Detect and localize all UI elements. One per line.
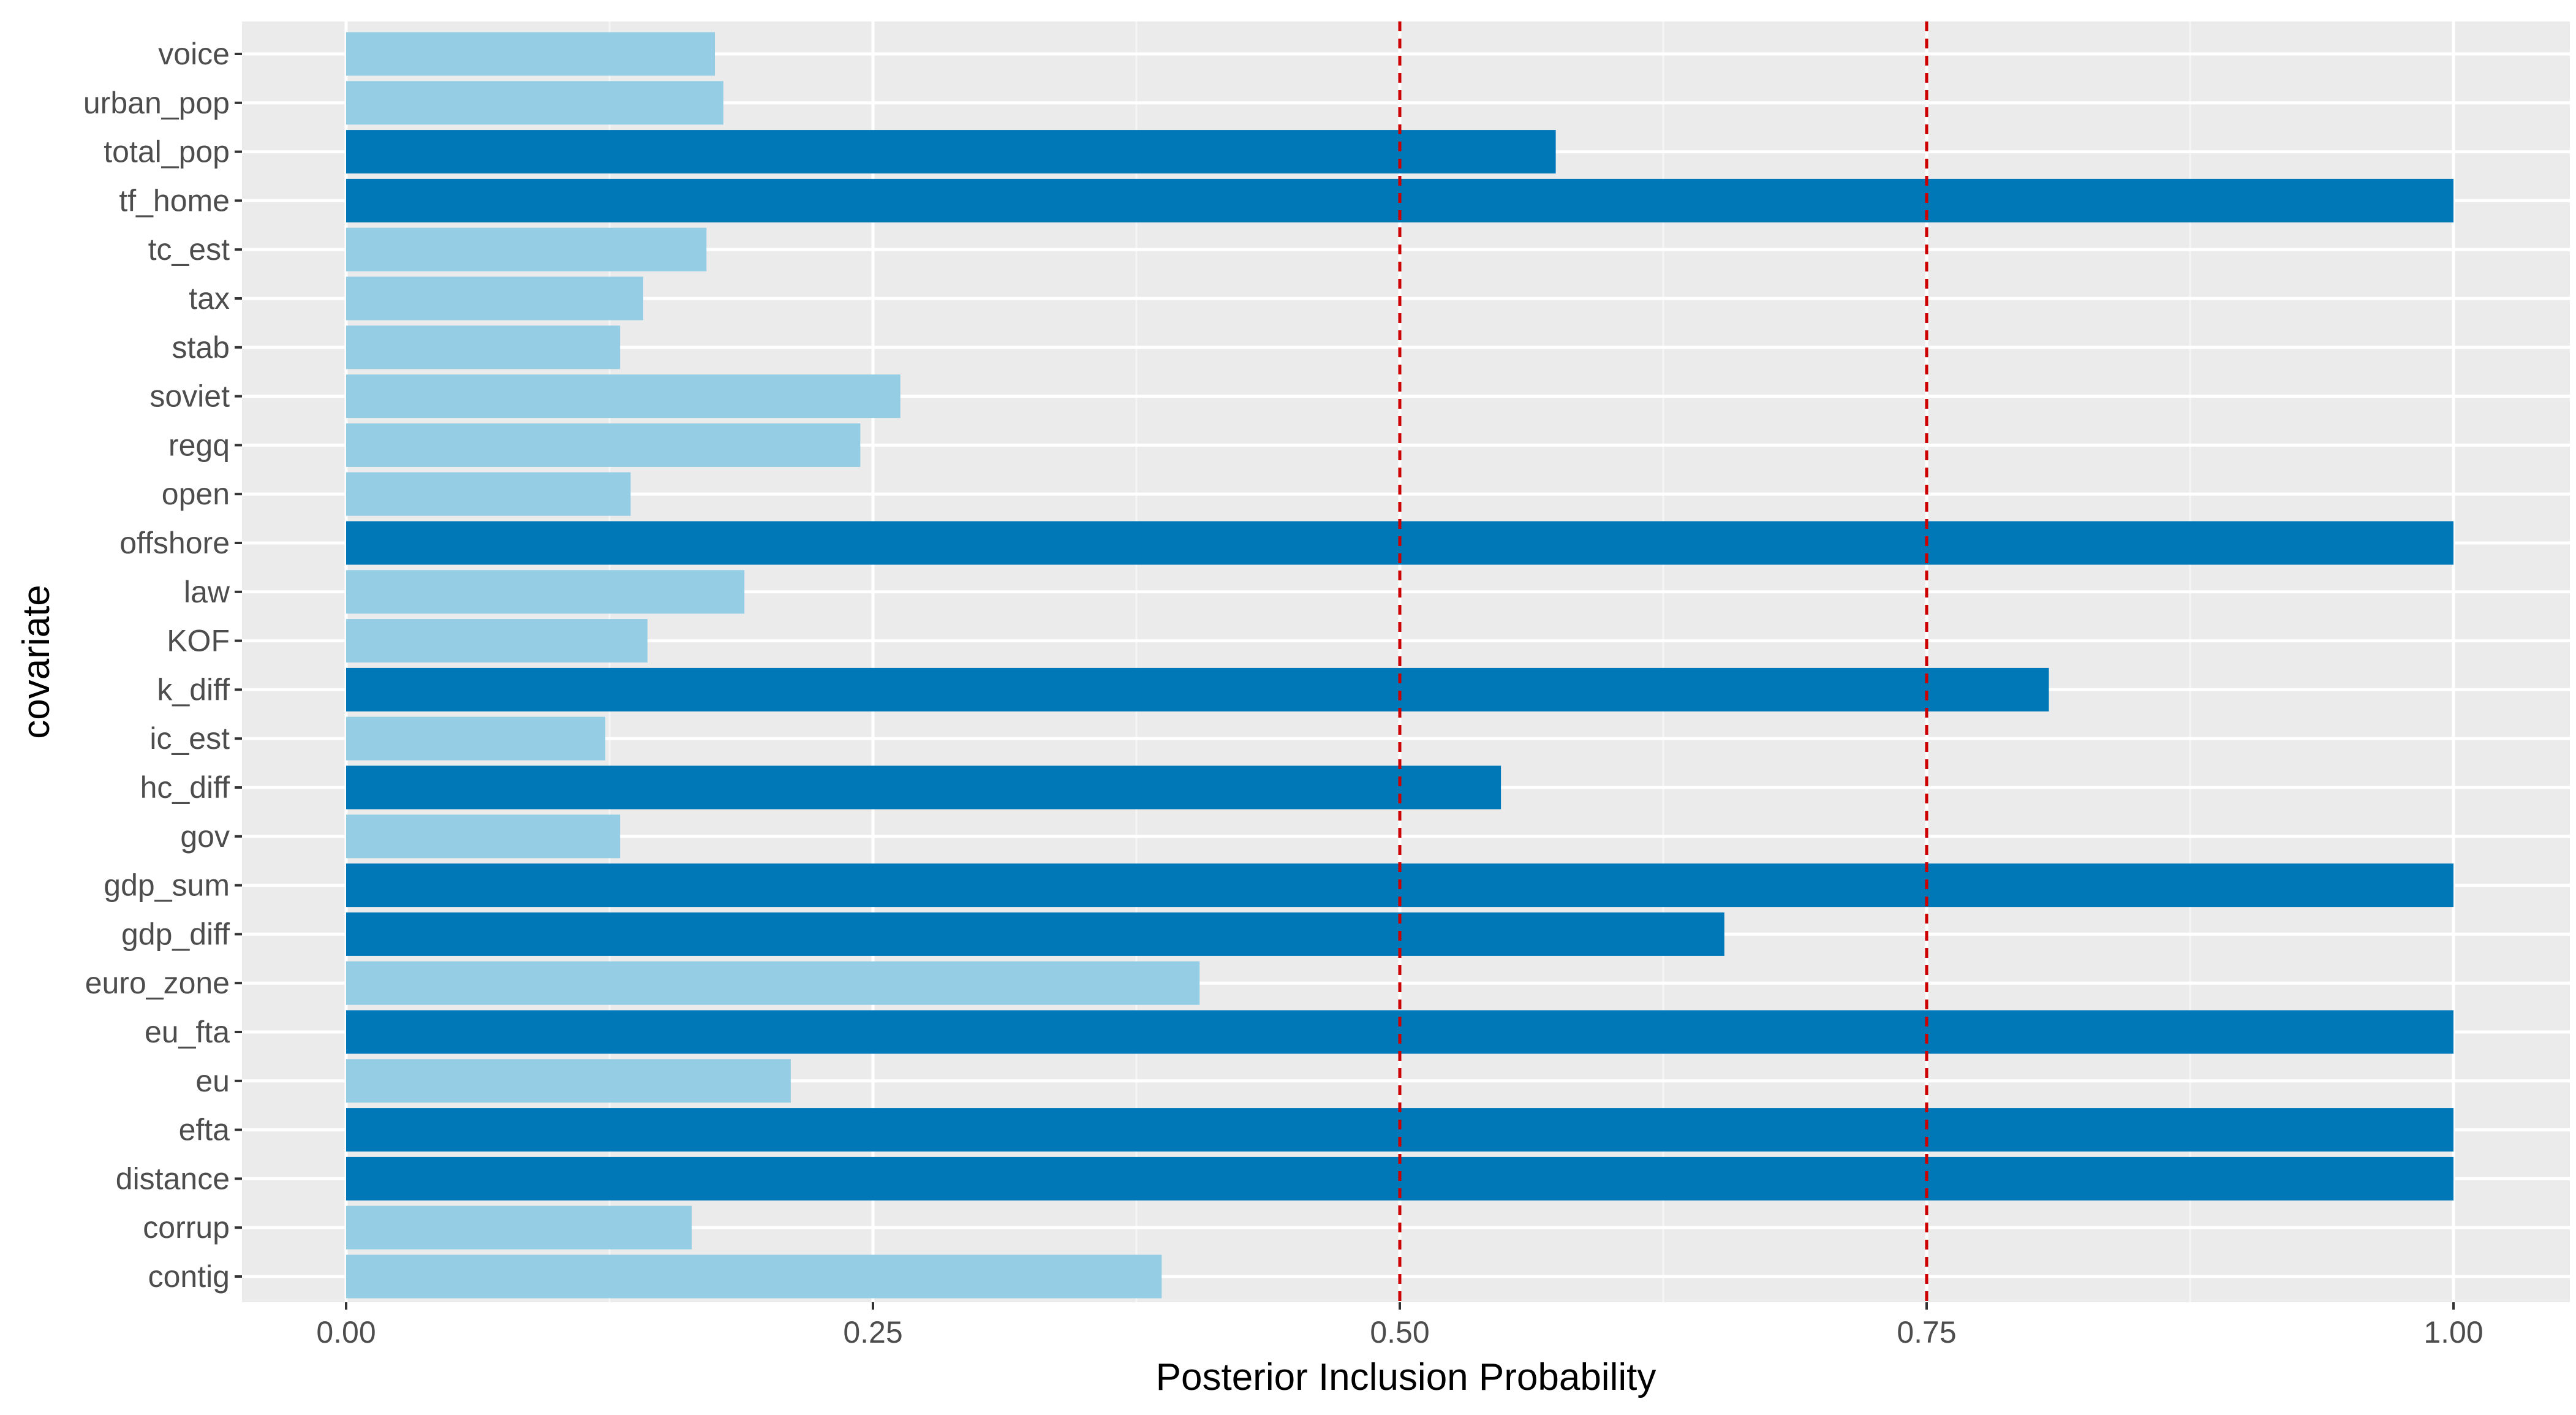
bar-law bbox=[346, 570, 745, 614]
y-tick-label: stab bbox=[172, 330, 230, 365]
y-tick-label: ic_est bbox=[149, 721, 230, 756]
y-tick-label: contig bbox=[148, 1259, 230, 1294]
y-tick-label: KOF bbox=[167, 624, 230, 658]
x-tick-label: 0.25 bbox=[843, 1315, 902, 1349]
bar-regq bbox=[346, 423, 861, 467]
bar-ic_est bbox=[346, 716, 606, 761]
bar-soviet bbox=[346, 374, 901, 419]
y-tick-label: tax bbox=[189, 281, 230, 316]
y-tick-label: soviet bbox=[149, 379, 230, 414]
bar-contig bbox=[346, 1254, 1162, 1299]
y-tick-label: urban_pop bbox=[83, 86, 230, 120]
y-tick-label: open bbox=[162, 477, 230, 511]
y-tick-label: tf_home bbox=[119, 183, 230, 218]
bar-eu bbox=[346, 1059, 791, 1103]
y-tick-label: eu bbox=[195, 1064, 230, 1098]
y-tick-label: regq bbox=[168, 428, 230, 462]
bar-corrup bbox=[346, 1205, 692, 1250]
bar-tax bbox=[346, 276, 644, 321]
bar-open bbox=[346, 472, 631, 516]
y-tick-label: euro_zone bbox=[85, 966, 230, 1000]
y-tick-label: eu_fta bbox=[145, 1015, 230, 1049]
y-tick-label: total_pop bbox=[104, 135, 230, 169]
bar-k_diff bbox=[346, 667, 2049, 711]
bar-stab bbox=[346, 325, 621, 370]
y-tick-label: hc_diff bbox=[140, 770, 230, 805]
x-tick-label: 0.50 bbox=[1370, 1315, 1429, 1349]
bar-hc_diff bbox=[346, 765, 1501, 810]
bar-tc_est bbox=[346, 227, 707, 271]
y-tick-label: offshore bbox=[119, 526, 230, 560]
y-tick-label: gov bbox=[180, 819, 230, 854]
bars bbox=[346, 32, 2453, 1299]
y-tick-label: voice bbox=[158, 37, 230, 71]
bar-total_pop bbox=[346, 130, 1556, 174]
y-tick-label: k_diff bbox=[157, 672, 230, 707]
y-tick-label: gdp_diff bbox=[121, 917, 230, 951]
y-tick-label: efta bbox=[179, 1113, 230, 1147]
y-tick-label: distance bbox=[116, 1161, 230, 1196]
x-tick-label: 0.00 bbox=[316, 1315, 376, 1349]
bar-voice bbox=[346, 32, 715, 76]
x-axis-ticks: 0.00 0.25 0.50 0.75 1.00 bbox=[316, 1302, 2483, 1349]
reference-lines bbox=[1398, 21, 1928, 1302]
x-tick-label: 1.00 bbox=[2423, 1315, 2483, 1349]
y-tick-label: corrup bbox=[143, 1210, 230, 1245]
bar-urban_pop bbox=[346, 81, 723, 125]
bar-euro_zone bbox=[346, 961, 1200, 1005]
x-tick-label: 0.75 bbox=[1897, 1315, 1956, 1349]
bar-gov bbox=[346, 814, 621, 859]
x-axis-title: Posterior Inclusion Probability bbox=[1156, 1356, 1656, 1398]
bar-kof bbox=[346, 619, 648, 663]
y-tick-label: law bbox=[184, 575, 230, 609]
y-tick-label: tc_est bbox=[148, 232, 230, 267]
bar-gdp_diff bbox=[346, 912, 1724, 956]
y-tick-label: gdp_sum bbox=[104, 868, 230, 903]
y-axis-title: covariate bbox=[15, 585, 58, 739]
